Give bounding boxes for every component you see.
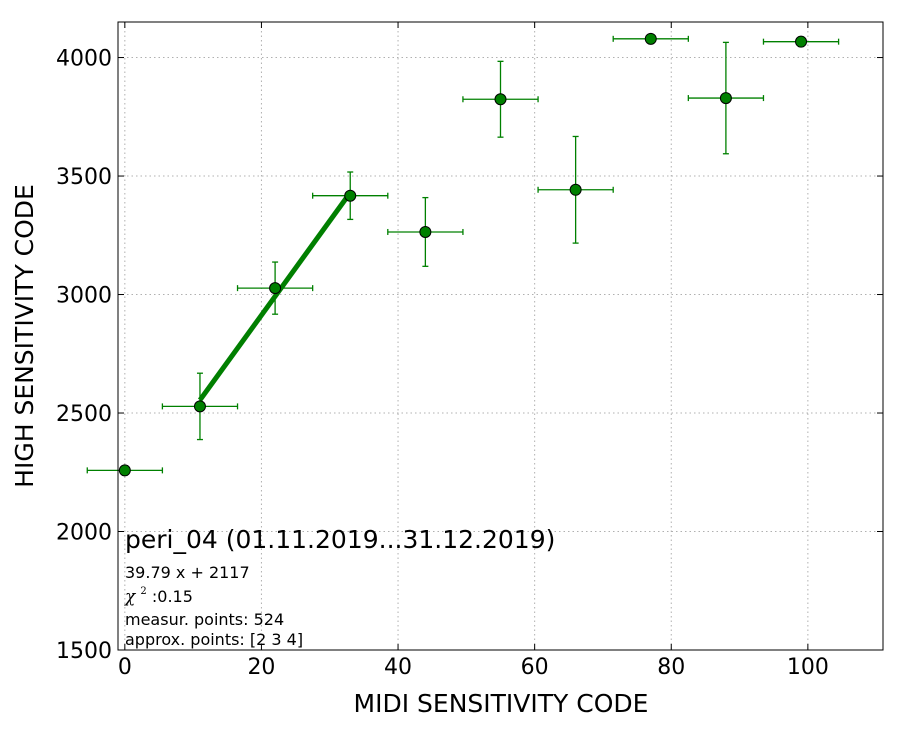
x-tick-label: 20 [247, 655, 275, 680]
x-tick-label: 40 [384, 655, 412, 680]
y-tick-label: 1500 [56, 639, 112, 664]
data-point-group [86, 464, 164, 477]
data-point [494, 93, 507, 106]
data-point [719, 92, 732, 105]
y-tick-label: 3500 [56, 165, 112, 190]
data-point [569, 183, 582, 196]
annotation-measur-points: measur. points: 524 [125, 610, 284, 629]
ticks-layer: 0 20 40 60 80 100 1500 2000 2500 3000 3500 4000 [56, 22, 883, 680]
data-point-group [537, 135, 614, 244]
data-point-group [762, 35, 840, 48]
x-tick-label: 0 [118, 655, 132, 680]
plot-frame [117, 21, 884, 651]
x-tick-label: 100 [787, 655, 829, 680]
data-point [644, 32, 657, 45]
y-tick-label: 2000 [56, 521, 112, 546]
y-axis-label: HIGH SENSITIVITY CODE [10, 184, 39, 488]
data-point-group [161, 372, 239, 441]
data-point-group [462, 60, 539, 138]
data-point [269, 282, 282, 295]
y-tick-label: 3000 [56, 284, 112, 309]
data-point [795, 35, 808, 48]
data-point-group [312, 171, 389, 221]
points-layer [86, 32, 840, 477]
data-point-group [387, 196, 464, 267]
x-axis-label: MIDI SENSITIVITY CODE [354, 689, 649, 718]
x-tick-label: 60 [521, 655, 549, 680]
annotation-approx-points: approx. points: [2 3 4] [125, 630, 303, 649]
chi-symbol: χ [124, 587, 137, 607]
data-point-group [687, 41, 765, 155]
annotation-equation: 39.79 x + 2117 [125, 563, 250, 582]
data-point [419, 225, 432, 238]
annotation-box: peri_04 (01.11.2019...31.12.2019) 39.79 … [124, 525, 555, 649]
data-point [118, 464, 131, 477]
annotation-chi: χ 2 :0.15 [124, 579, 193, 607]
chi-value: :0.15 [152, 587, 193, 606]
annotation-title: peri_04 (01.11.2019...31.12.2019) [125, 525, 555, 554]
y-tick-label: 4000 [56, 47, 112, 72]
data-point-group [612, 32, 689, 45]
y-tick-label: 2500 [56, 402, 112, 427]
chi-superscript: 2 [140, 586, 146, 597]
x-tick-label: 80 [657, 655, 685, 680]
data-point [344, 189, 357, 202]
data-point [193, 400, 206, 413]
data-point-group [236, 261, 314, 315]
